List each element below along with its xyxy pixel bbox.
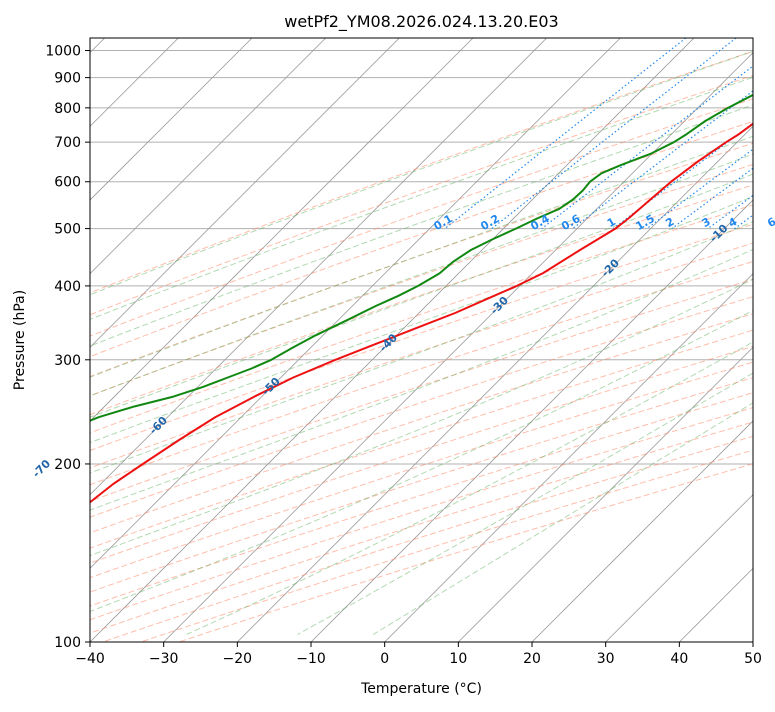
y-tick-label: 100 [54, 635, 81, 651]
y-tick-label: 700 [54, 135, 81, 151]
y-tick-label: 200 [54, 457, 81, 473]
x-tick-label: −20 [223, 651, 253, 667]
x-tick-label: 40 [670, 651, 688, 667]
y-axis-label: Pressure (hPa) [12, 290, 28, 390]
x-tick-label: 10 [449, 651, 467, 667]
x-tick-label: −40 [75, 651, 105, 667]
y-tick-label: 1000 [45, 44, 81, 60]
x-tick-label: −10 [296, 651, 326, 667]
x-tick-label: 20 [523, 651, 541, 667]
y-tick-label: 600 [54, 175, 81, 191]
x-tick-label: −30 [149, 651, 179, 667]
y-tick-label: 900 [54, 71, 81, 87]
x-tick-label: 0 [380, 651, 389, 667]
y-tick-label: 800 [54, 101, 81, 117]
chart-title: wetPf2_YM08.2026.024.13.20.E03 [284, 12, 558, 32]
y-tick-label: 500 [54, 222, 81, 238]
x-tick-label: 50 [744, 651, 762, 667]
y-tick-label: 300 [54, 353, 81, 369]
x-tick-label: 30 [597, 651, 615, 667]
y-tick-label: 400 [54, 279, 81, 295]
x-axis-label: Temperature (°C) [360, 681, 482, 697]
